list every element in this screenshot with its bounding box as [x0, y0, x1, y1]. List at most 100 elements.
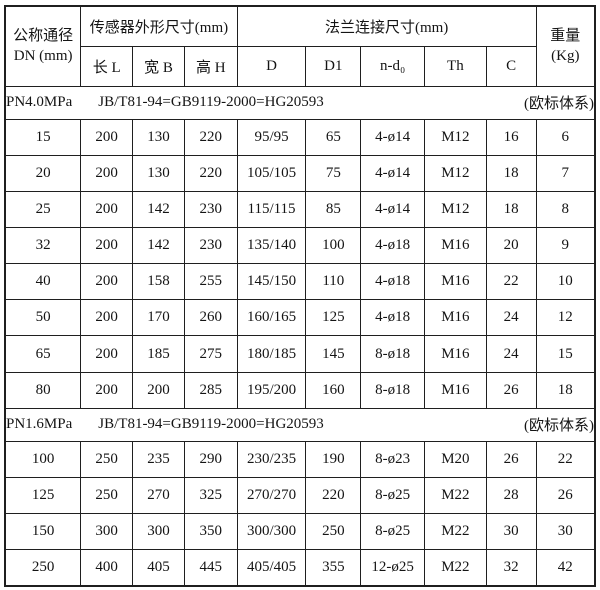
- section-pn1-6mpa: PN1.6MPa JB/T81-94=GB9119-2000=HG20593 (…: [4, 407, 596, 587]
- cell: 22: [485, 263, 537, 301]
- cell: 200: [132, 371, 185, 409]
- cell: 405/405: [236, 549, 307, 587]
- cell: 12-ø25: [360, 549, 425, 587]
- cell: 110: [305, 263, 362, 301]
- section-note: (欧标体系): [524, 96, 594, 113]
- cell: 4-ø18: [360, 227, 425, 265]
- cell: 125: [4, 477, 82, 515]
- cell: 405: [132, 549, 185, 587]
- cell: 115/115: [236, 190, 307, 229]
- cell: 200: [80, 190, 134, 229]
- col-header-c: C: [485, 45, 537, 87]
- cell: 185: [132, 335, 185, 373]
- cell: 95/95: [236, 118, 307, 156]
- cell: 350: [183, 513, 238, 551]
- cell: 135/140: [236, 227, 307, 265]
- group-header-flange-dimensions: 法兰连接尺寸(mm): [236, 5, 537, 47]
- table-header: 公称通径 DN (mm) 传感器外形尺寸(mm) 法兰连接尺寸(mm) 重量 (…: [4, 5, 596, 87]
- col-header-dn-line2: DN (mm): [13, 48, 73, 65]
- cell: 220: [183, 118, 238, 156]
- cell: 8-ø18: [360, 335, 425, 373]
- dimension-table: 公称通径 DN (mm) 传感器外形尺寸(mm) 法兰连接尺寸(mm) 重量 (…: [4, 5, 596, 587]
- cell: 300: [80, 513, 134, 551]
- cell: 158: [132, 263, 185, 301]
- cell: 26: [535, 477, 596, 515]
- cell: 4-ø18: [360, 263, 425, 301]
- cell: 15: [4, 118, 82, 156]
- cell: 160/165: [236, 299, 307, 337]
- cell: 270: [132, 477, 185, 515]
- cell: 220: [183, 154, 238, 192]
- section-header-cell: PN1.6MPa JB/T81-94=GB9119-2000=HG20593 (…: [4, 407, 596, 442]
- cell: M20: [423, 440, 487, 479]
- section-note: (欧标体系): [524, 418, 594, 435]
- cell: 255: [183, 263, 238, 301]
- cell: M16: [423, 371, 487, 409]
- header-row: 公称通径 DN (mm) 传感器外形尺寸(mm) 法兰连接尺寸(mm) 重量 (…: [4, 5, 596, 87]
- cell: M22: [423, 513, 487, 551]
- cell: 400: [80, 549, 134, 587]
- table-row: 40 200 158 255 145/150 110 4-ø18 M16 22 10: [4, 263, 596, 301]
- cell: 145/150: [236, 263, 307, 301]
- cell: 105/105: [236, 154, 307, 192]
- col-header-d1: D1: [305, 45, 362, 87]
- cell: 6: [535, 118, 596, 156]
- col-header-height-h: 高 H: [183, 45, 238, 87]
- cell: 300: [132, 513, 185, 551]
- table-row: 250 400 405 445 405/405 355 12-ø25 M22 32 42: [4, 549, 596, 587]
- cell: M12: [423, 190, 487, 229]
- cell: 7: [535, 154, 596, 192]
- table-row: 100 250 235 290 230/235 190 8-ø23 M20 26 22: [4, 440, 596, 479]
- cell: 145: [305, 335, 362, 373]
- cell: 12: [535, 299, 596, 337]
- cell: 142: [132, 190, 185, 229]
- section-row: PN4.0MPa JB/T81-94=GB9119-2000=HG20593 (…: [4, 85, 596, 120]
- table-row: 65 200 185 275 180/185 145 8-ø18 M16 24 15: [4, 335, 596, 373]
- cell: 260: [183, 299, 238, 337]
- table-row: 25 200 142 230 115/115 85 4-ø14 M12 18 8: [4, 190, 596, 229]
- cell: 275: [183, 335, 238, 373]
- section-pressure-rating: PN1.6MPa: [6, 416, 73, 433]
- cell: 8-ø25: [360, 477, 425, 515]
- cell: 220: [305, 477, 362, 515]
- col-header-weight-line1: 重量: [550, 28, 581, 44]
- cell: 26: [485, 371, 537, 409]
- cell: 170: [132, 299, 185, 337]
- cell: 32: [485, 549, 537, 587]
- section-pn4-0mpa: PN4.0MPa JB/T81-94=GB9119-2000=HG20593 (…: [4, 85, 596, 409]
- cell: M12: [423, 118, 487, 156]
- cell: 4-ø14: [360, 154, 425, 192]
- cell: 65: [305, 118, 362, 156]
- cell: 250: [305, 513, 362, 551]
- cell: 200: [80, 227, 134, 265]
- table-row: 32 200 142 230 135/140 100 4-ø18 M16 20 9: [4, 227, 596, 265]
- cell: 285: [183, 371, 238, 409]
- cell: 200: [80, 263, 134, 301]
- cell: 30: [485, 513, 537, 551]
- col-header-th: Th: [423, 45, 487, 87]
- cell: 24: [485, 299, 537, 337]
- cell: 85: [305, 190, 362, 229]
- cell: 20: [4, 154, 82, 192]
- group-header-sensor-dimensions: 传感器外形尺寸(mm): [80, 5, 238, 47]
- cell: 20: [485, 227, 537, 265]
- cell: 28: [485, 477, 537, 515]
- section-pressure-rating: PN4.0MPa: [6, 94, 73, 111]
- cell: 42: [535, 549, 596, 587]
- cell: 200: [80, 118, 134, 156]
- cell: 125: [305, 299, 362, 337]
- cell: 445: [183, 549, 238, 587]
- cell: M22: [423, 477, 487, 515]
- cell: 200: [80, 371, 134, 409]
- col-header-dn: 公称通径 DN (mm): [4, 5, 82, 87]
- cell: 18: [485, 190, 537, 229]
- subheader-row: 长 L 宽 B 高 H D D1 n-d₀ Th C: [5, 45, 595, 87]
- cell: 4-ø18: [360, 299, 425, 337]
- cell: 50: [4, 299, 82, 337]
- table-row: 50 200 170 260 160/165 125 4-ø18 M16 24 12: [4, 299, 596, 337]
- cell: 8: [535, 190, 596, 229]
- cell: 4-ø14: [360, 190, 425, 229]
- cell: 230: [183, 227, 238, 265]
- cell: 10: [535, 263, 596, 301]
- col-header-weight: 重量 (Kg): [535, 5, 596, 87]
